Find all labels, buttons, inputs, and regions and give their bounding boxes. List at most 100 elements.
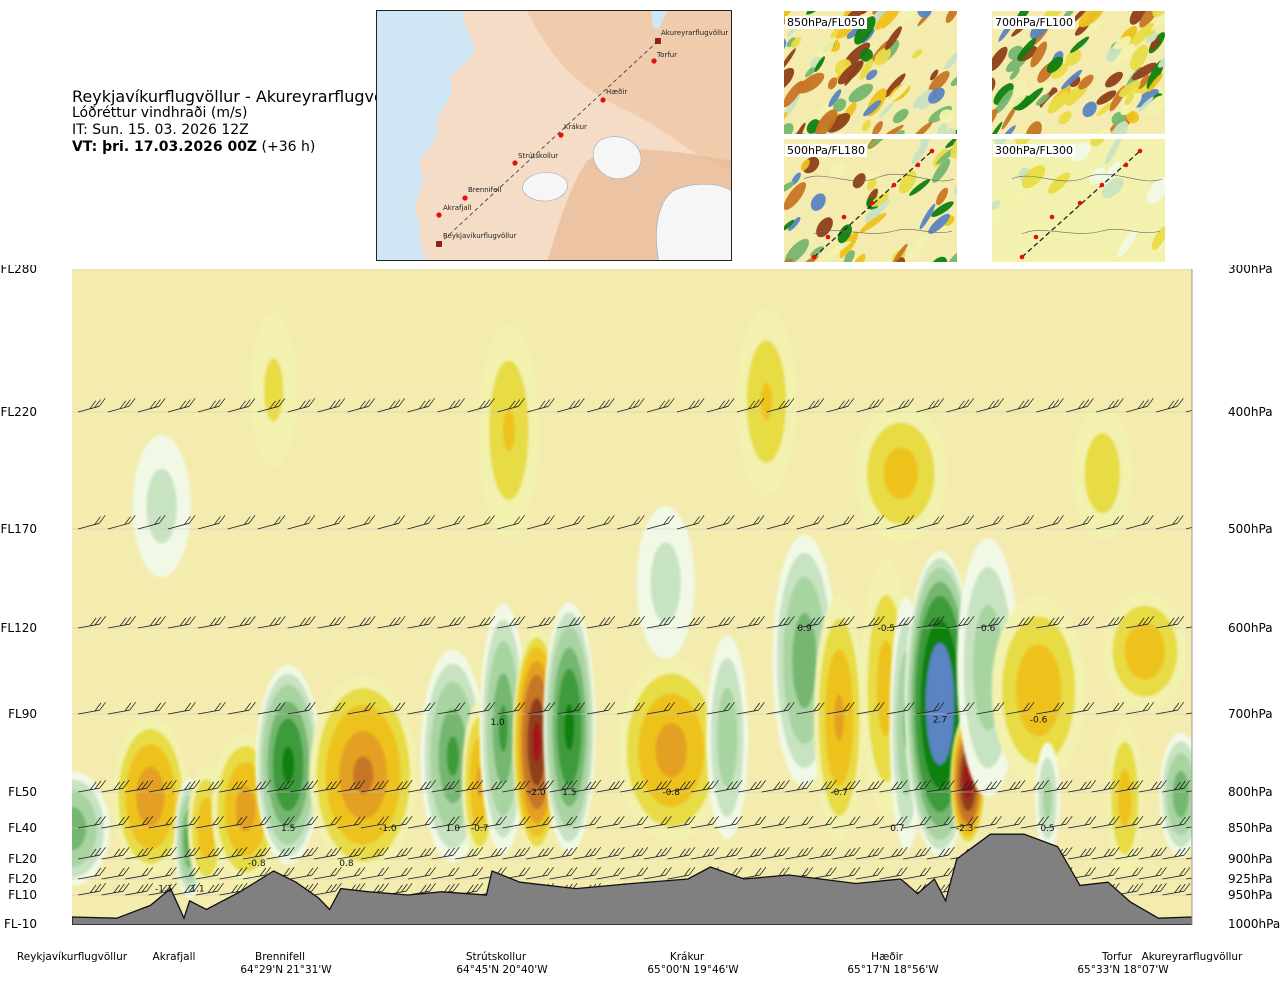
downdraft-cell [250, 313, 297, 467]
wind-barb-feather [1198, 401, 1204, 409]
route-map-airport [656, 39, 661, 44]
vertical-wind-contour [447, 736, 459, 776]
mini-map-route-point [892, 183, 897, 188]
flight-level-tick-label: FL280 [1, 265, 38, 276]
wind-barb-shaft [557, 265, 560, 269]
wind-barb [617, 265, 626, 269]
flight-level-tick-label: FL90 [8, 707, 37, 721]
route-map-label: Reykjavíkurflugvöllur [443, 232, 517, 240]
updraft-cell [133, 435, 191, 577]
mini-map-700-label: 700hPa/FL100 [993, 16, 1075, 29]
route-map-waypoint [600, 97, 605, 102]
flight-level-tick-label: FL120 [1, 621, 38, 635]
wind-barb-feather [1203, 703, 1209, 711]
route-title: Reykjavíkurflugvöllur - Akureyrarflugvöl… [72, 88, 409, 105]
wind-barb [348, 265, 357, 269]
wind-barb-feather [1208, 616, 1214, 624]
route-map-label: Krákur [564, 123, 587, 131]
wind-barb-shaft [946, 265, 949, 269]
wind-barb-shaft [677, 265, 680, 269]
wind-barb-shaft [318, 265, 321, 269]
wind-barb [437, 265, 446, 269]
wind-barb [1126, 265, 1135, 269]
waypoint-coords: 64°29'N 21°31'W [240, 964, 332, 976]
wind-barb-feather [1198, 849, 1204, 857]
vertical-wind-contour [760, 383, 772, 420]
updraft-cell [1035, 742, 1060, 854]
wind-barb [78, 265, 87, 269]
route-map-label: Torfur [656, 51, 677, 59]
wind-barb-shaft [587, 265, 590, 269]
mini-map-route-point [1138, 149, 1143, 154]
wind-barb [168, 265, 177, 269]
wind-barb-feather [1198, 885, 1204, 893]
waypoint-coords: 65°00'N 19°46'W [647, 964, 739, 976]
wind-barb-shaft [198, 265, 201, 269]
contour-value-label: 0.5 [1040, 824, 1054, 834]
route-map-label: Akureyrarflugvöllur [661, 29, 728, 37]
vertical-wind-contour [1173, 771, 1189, 818]
vertical-wind-contour [532, 721, 541, 762]
wind-barb-shaft [497, 265, 500, 269]
waypoint-name: Strútskollur [466, 951, 527, 963]
valid-time-date: VT: þri. 17.03.2026 00Z [72, 139, 257, 155]
valid-time: VT: þri. 17.03.2026 00Z (+36 h) [72, 139, 409, 156]
route-map-waypoint [512, 160, 517, 165]
wind-barb-shaft [1156, 265, 1159, 269]
wind-barb-feather [1203, 884, 1209, 892]
vertical-wind-contour [1043, 777, 1052, 819]
contour-value-label: 0.8 [339, 859, 354, 869]
pressure-tick-label: 500hPa [1228, 522, 1273, 536]
vertical-wind-contour [1125, 623, 1166, 680]
flight-level-tick-label: FL-10 [4, 917, 37, 931]
wind-barb [707, 265, 716, 269]
pressure-tick-label: 600hPa [1228, 621, 1273, 635]
pressure-tick-label: 1000hPa [1228, 917, 1280, 931]
initial-time: IT: Sun. 15. 03. 2026 12Z [72, 122, 409, 139]
wind-barb [827, 265, 836, 269]
route-map-label: Hæðir [606, 88, 627, 96]
wind-barb [1156, 265, 1165, 269]
waypoint-coords: 65°17'N 18°56'W [847, 964, 939, 976]
wind-barb-shaft [1036, 265, 1039, 269]
route-map: Akureyrarflugvöllur Torfur Hæðir Krákur Strú… [376, 10, 732, 261]
wind-barb-feather [1198, 782, 1204, 790]
wind-barb [647, 265, 656, 269]
wind-barb-shaft [617, 265, 620, 269]
wind-barb-feather [1203, 517, 1209, 525]
contour-value-label: -0.6 [1030, 715, 1048, 725]
valid-time-offset: (+36 h) [262, 139, 316, 155]
mini-map-500-label: 500hPa/FL180 [785, 144, 867, 157]
waypoint-name: Akureyrarflugvöllur [1142, 951, 1243, 963]
pressure-tick-label: 850hPa [1228, 821, 1273, 835]
wind-barb-shaft [976, 265, 979, 269]
route-map-waypoint [462, 195, 467, 200]
vertical-wind-contour [1085, 433, 1121, 513]
wind-barb [976, 265, 985, 269]
wind-barb-shaft [857, 265, 860, 269]
downdraft-cell [1073, 407, 1132, 540]
wind-barb-feather [1198, 618, 1204, 626]
wind-barb-feather [1203, 781, 1209, 789]
vertical-wind-contour [650, 542, 680, 622]
route-map-waypoint [558, 132, 563, 137]
chart-title-block: Reykjavíkurflugvöllur - Akureyrarflugvöl… [72, 88, 409, 156]
flight-level-tick-label: FL50 [8, 785, 37, 799]
mini-map-route-point [1034, 235, 1039, 240]
vertical-wind-contour [1118, 769, 1132, 827]
wind-barb [767, 265, 776, 269]
mini-map-route-point [812, 255, 817, 260]
wind-barb [797, 265, 806, 269]
route-map-label: Brennifell [468, 186, 501, 194]
updraft-cell [706, 635, 748, 839]
mini-map-route-point [870, 201, 875, 206]
wind-barb [138, 265, 147, 269]
route-map-label: Strútskollur [518, 152, 558, 160]
wind-barb-shaft [467, 265, 470, 269]
wind-barb-shaft [1006, 265, 1009, 269]
route-map-canvas: Akureyrarflugvöllur Torfur Hæðir Krákur Strú… [377, 11, 732, 261]
wind-barb-shaft [138, 265, 141, 269]
downdraft-cell [855, 404, 948, 543]
